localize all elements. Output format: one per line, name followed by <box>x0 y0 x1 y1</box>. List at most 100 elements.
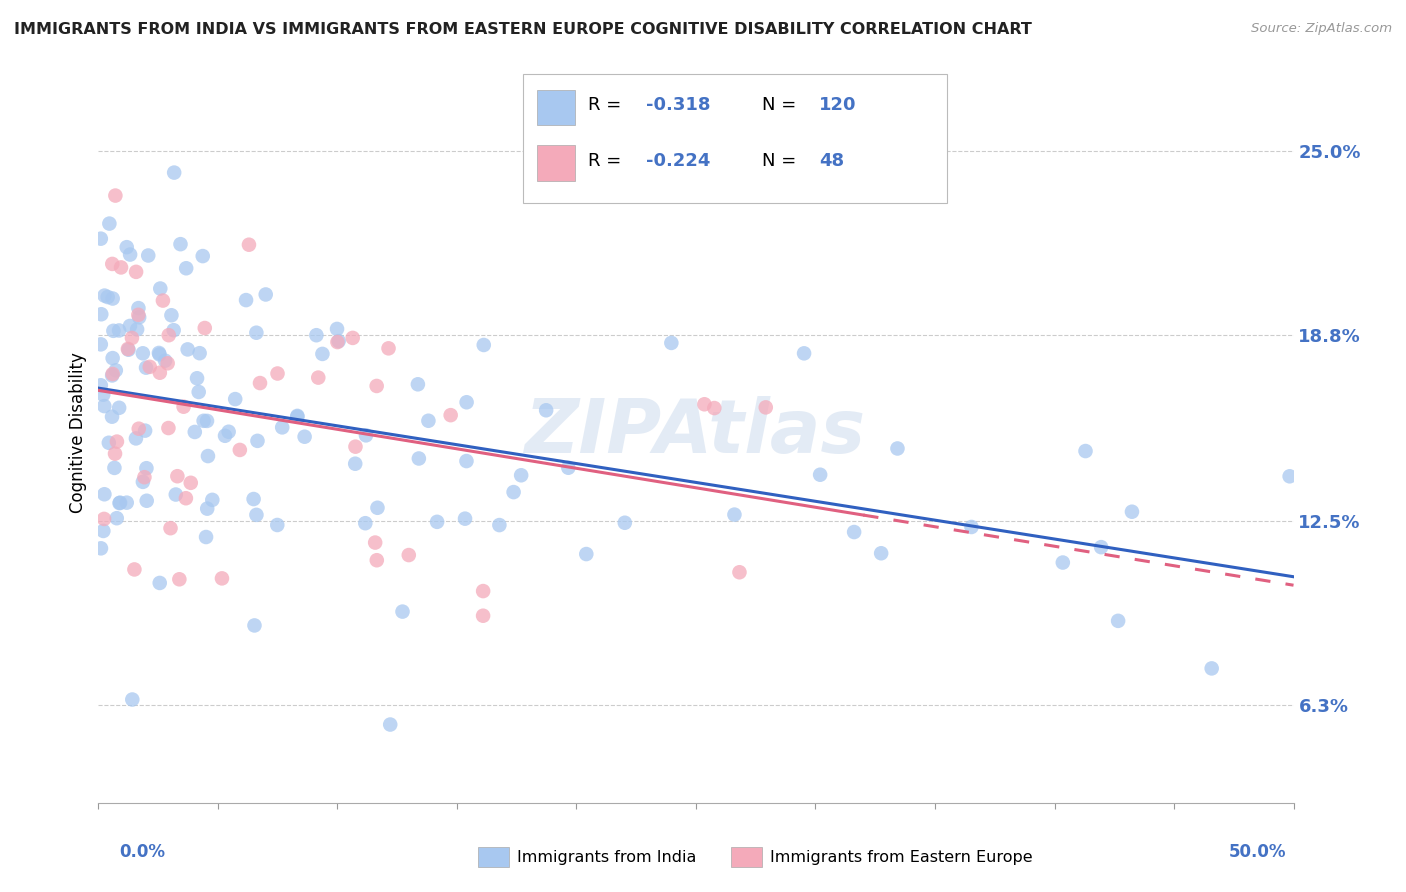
Text: Immigrants from Eastern Europe: Immigrants from Eastern Europe <box>770 850 1033 864</box>
FancyBboxPatch shape <box>523 73 948 203</box>
Point <box>153 353 176 368</box>
Point <box>426 515 449 529</box>
Point <box>97 290 120 304</box>
Point <box>242 491 264 506</box>
Point <box>157 421 180 435</box>
Point <box>135 493 157 508</box>
Point <box>169 572 191 586</box>
Point <box>254 287 277 301</box>
Point <box>328 334 350 348</box>
Point <box>195 501 218 516</box>
Point <box>101 409 124 424</box>
Point <box>110 260 132 275</box>
Point <box>101 292 124 306</box>
Point <box>1278 469 1301 483</box>
Point <box>960 520 983 534</box>
Point <box>380 717 402 731</box>
Point <box>121 692 143 706</box>
Point <box>1052 556 1074 570</box>
Point <box>1074 444 1097 458</box>
Point <box>326 334 349 349</box>
Point <box>163 323 186 337</box>
Point <box>354 428 377 442</box>
Point <box>188 346 211 360</box>
Point <box>456 395 478 409</box>
Point <box>180 475 202 490</box>
Point <box>193 414 215 428</box>
Point <box>575 547 598 561</box>
Point <box>366 553 388 567</box>
Point <box>266 518 288 533</box>
Point <box>101 367 124 381</box>
Point <box>105 511 128 525</box>
Point <box>723 508 745 522</box>
Point <box>174 261 197 276</box>
Point <box>305 328 328 343</box>
Point <box>344 457 367 471</box>
Point <box>342 331 364 345</box>
Point <box>97 435 120 450</box>
Point <box>366 379 388 393</box>
Point <box>103 324 125 338</box>
Point <box>229 442 252 457</box>
Point <box>115 496 138 510</box>
Text: -0.318: -0.318 <box>645 96 710 114</box>
Point <box>152 293 174 308</box>
Point <box>194 321 217 335</box>
Point <box>127 301 149 315</box>
Point <box>285 409 308 424</box>
Point <box>184 425 207 439</box>
Point <box>117 343 139 357</box>
Point <box>344 440 367 454</box>
Point <box>793 346 815 360</box>
Point <box>166 469 188 483</box>
Point <box>149 281 172 295</box>
Point <box>287 409 309 423</box>
Point <box>134 424 156 438</box>
Point <box>408 451 430 466</box>
Point <box>808 467 831 482</box>
Point <box>115 240 138 254</box>
Point <box>195 530 218 544</box>
Text: -0.224: -0.224 <box>645 152 710 169</box>
Point <box>132 346 155 360</box>
Point <box>134 470 156 484</box>
Point <box>326 322 349 336</box>
Point <box>98 217 121 231</box>
Point <box>377 342 399 356</box>
Point <box>118 318 141 333</box>
Point <box>197 449 219 463</box>
Point <box>125 265 148 279</box>
Point <box>108 323 131 337</box>
Point <box>90 337 112 351</box>
Point <box>157 328 180 343</box>
Point <box>886 442 908 456</box>
Text: ZIPAtlas: ZIPAtlas <box>526 396 866 469</box>
Point <box>488 518 510 533</box>
Point <box>91 387 114 401</box>
Point <box>201 492 224 507</box>
Point <box>311 347 333 361</box>
Point <box>128 422 150 436</box>
Point <box>1090 540 1112 554</box>
Point <box>1107 614 1129 628</box>
Point <box>266 367 288 381</box>
Point <box>93 487 115 501</box>
Point <box>235 293 257 307</box>
Point <box>364 535 387 549</box>
Point <box>472 584 495 599</box>
Point <box>243 618 266 632</box>
Point <box>148 347 170 361</box>
Point <box>127 322 149 336</box>
Point <box>124 562 146 576</box>
Point <box>108 496 131 510</box>
Point <box>120 247 142 261</box>
Point <box>160 308 183 322</box>
Point <box>755 401 778 415</box>
FancyBboxPatch shape <box>537 90 575 126</box>
Text: Source: ZipAtlas.com: Source: ZipAtlas.com <box>1251 22 1392 36</box>
Point <box>456 454 478 468</box>
Point <box>307 370 329 384</box>
Text: R =: R = <box>589 152 627 169</box>
Point <box>218 425 240 439</box>
